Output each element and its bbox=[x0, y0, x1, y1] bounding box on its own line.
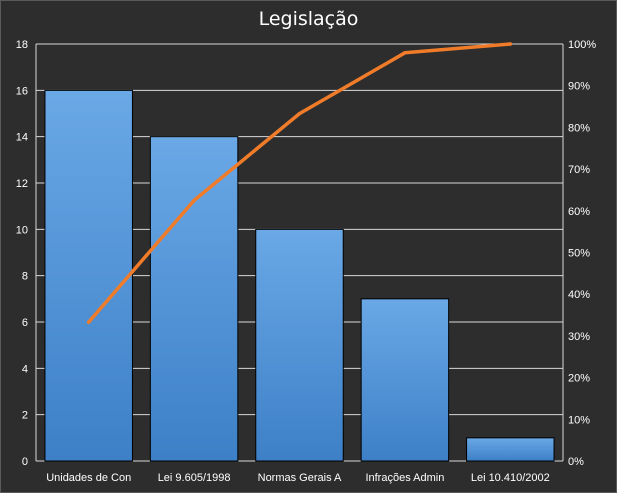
y2-tick-label: 70% bbox=[568, 164, 590, 176]
line-point bbox=[508, 42, 513, 46]
y-tick-label: 2 bbox=[22, 410, 28, 422]
y-tick-label: 6 bbox=[22, 317, 28, 329]
y2-tick-label: 0% bbox=[568, 456, 584, 468]
cumulative-line-series bbox=[86, 42, 513, 324]
bar bbox=[360, 298, 450, 462]
y2-tick-label: 100% bbox=[568, 39, 596, 51]
x-tick-label: Infrações Admin bbox=[365, 472, 444, 484]
y-tick-label: 4 bbox=[22, 363, 28, 375]
y2-tick-label: 60% bbox=[568, 206, 590, 218]
y2-tick-label: 10% bbox=[568, 414, 590, 426]
x-tick-label: Normas Gerais A bbox=[258, 472, 342, 484]
axis-labels: 0 2 4 6 8 10 12 14 16 18 0% 10% 20% 30% 40% 50% 60% 70% 80… bbox=[16, 39, 597, 484]
y2-tick-label: 40% bbox=[568, 289, 590, 301]
bar bbox=[149, 136, 239, 462]
line-point bbox=[403, 50, 407, 55]
bar bbox=[44, 89, 133, 462]
y-tick-label: 10 bbox=[16, 224, 28, 236]
y-tick-label: 12 bbox=[16, 178, 28, 190]
line-point bbox=[297, 111, 302, 116]
y-tick-label: 14 bbox=[16, 132, 28, 144]
y-tick-label: 8 bbox=[22, 271, 28, 283]
bar-series bbox=[44, 89, 555, 462]
y2-tick-label: 80% bbox=[568, 122, 590, 134]
y-tick-label: 18 bbox=[16, 39, 28, 51]
y-tick-label: 0 bbox=[22, 456, 28, 468]
y2-tick-label: 30% bbox=[568, 331, 590, 343]
x-tick-label: Unidades de Con bbox=[46, 472, 131, 484]
y2-tick-label: 50% bbox=[568, 248, 590, 260]
y2-tick-label: 90% bbox=[568, 81, 590, 93]
x-tick-label: Lei 10.410/2002 bbox=[471, 472, 550, 484]
x-tick-label: Lei 9.605/1998 bbox=[158, 472, 231, 484]
chart-title: Legislação bbox=[258, 8, 359, 30]
y2-tick-label: 20% bbox=[568, 373, 590, 385]
line-point bbox=[192, 198, 196, 203]
bar bbox=[466, 437, 555, 462]
bar bbox=[255, 228, 344, 462]
line-point bbox=[86, 320, 91, 324]
y-tick-label: 16 bbox=[16, 85, 28, 97]
